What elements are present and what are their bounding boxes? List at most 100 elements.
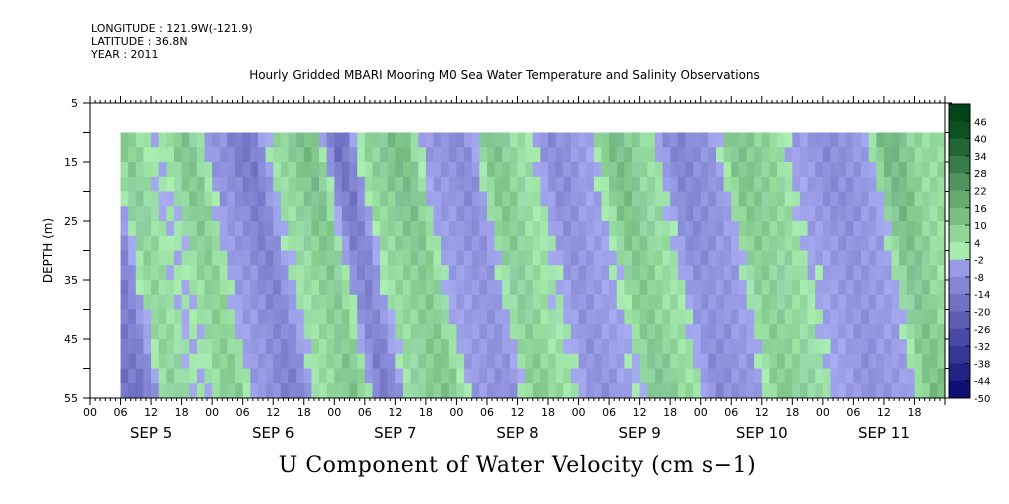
heatmap-cell bbox=[120, 368, 129, 384]
colorbar-label: -26 bbox=[974, 325, 990, 336]
heatmap-cell bbox=[120, 250, 129, 266]
heatmap-cell bbox=[929, 191, 938, 207]
y-tick-label: 25 bbox=[64, 215, 78, 228]
heatmap-cell bbox=[120, 265, 129, 281]
colorbar-band bbox=[949, 380, 970, 399]
colorbar-band bbox=[949, 276, 970, 295]
heatmap-cell bbox=[120, 132, 129, 148]
heatmap-cell bbox=[929, 309, 938, 325]
x-tick-label: 00 bbox=[572, 406, 586, 419]
heatmap-cell bbox=[929, 235, 938, 251]
colorbar-label: -38 bbox=[974, 359, 990, 370]
heatmap-cell bbox=[929, 383, 938, 399]
heatmap-cell bbox=[929, 206, 938, 222]
heatmap-cell bbox=[929, 294, 938, 310]
heatmap-cell bbox=[937, 176, 946, 192]
x-axis-label: U Component of Water Velocity (cm s−1) bbox=[278, 453, 757, 478]
colorbar-label: 4 bbox=[974, 238, 980, 249]
x-tick-label: 00 bbox=[83, 406, 97, 419]
colorbar-band bbox=[949, 104, 970, 122]
heatmap-cell bbox=[929, 221, 938, 237]
colorbar-label: -2 bbox=[974, 256, 984, 267]
heatmap-cell bbox=[120, 309, 129, 325]
heatmap-cell bbox=[120, 221, 129, 237]
heatmap-cell bbox=[120, 235, 129, 251]
heatmap-cell bbox=[120, 383, 129, 399]
heatmap-cell bbox=[937, 235, 946, 251]
heatmap-cell bbox=[937, 147, 946, 163]
x-tick-label: 06 bbox=[236, 406, 250, 419]
x-date-label: SEP 8 bbox=[496, 424, 538, 442]
colorbar-label: 40 bbox=[974, 135, 987, 146]
colorbar-band bbox=[949, 242, 970, 260]
heatmap-cell bbox=[937, 368, 946, 384]
heatmap-cell bbox=[120, 339, 129, 355]
x-tick-label: 06 bbox=[358, 406, 372, 419]
x-date-label: SEP 6 bbox=[252, 424, 294, 442]
heatmap-cell bbox=[120, 324, 129, 340]
y-axis-label: DEPTH (m) bbox=[41, 218, 55, 283]
x-tick-label: 12 bbox=[877, 406, 891, 419]
colorbar-band bbox=[949, 225, 970, 243]
x-tick-label: 00 bbox=[205, 406, 219, 419]
heatmap-cell bbox=[120, 206, 129, 222]
year-label: YEAR : 2011 bbox=[91, 48, 159, 61]
heatmap-cell bbox=[937, 162, 946, 178]
heatmap-cell bbox=[929, 353, 938, 369]
chart-title: Hourly Gridded MBARI Mooring M0 Sea Wate… bbox=[249, 68, 760, 82]
colorbar-label: -44 bbox=[974, 377, 990, 388]
heatmap-cell bbox=[929, 339, 938, 355]
x-tick-label: 18 bbox=[419, 406, 433, 419]
heatmap-cell bbox=[929, 324, 938, 340]
y-tick-label: 45 bbox=[64, 333, 78, 346]
colorbar-label: -14 bbox=[974, 290, 990, 301]
heatmap-cell bbox=[937, 383, 946, 399]
colorbar-band bbox=[949, 155, 970, 174]
x-tick-label: 00 bbox=[449, 406, 463, 419]
heatmap-cell bbox=[120, 280, 129, 296]
x-tick-label: 12 bbox=[511, 406, 525, 419]
heatmap-texture bbox=[128, 133, 932, 398]
heatmap-cell bbox=[929, 368, 938, 384]
colorbar-band bbox=[949, 259, 970, 278]
x-tick-label: 18 bbox=[785, 406, 799, 419]
x-date-label: SEP 9 bbox=[618, 424, 660, 442]
heatmap-cell bbox=[929, 280, 938, 296]
x-date-label: SEP 7 bbox=[374, 424, 416, 442]
heatmap-cell bbox=[937, 206, 946, 222]
heatmap-cell bbox=[929, 250, 938, 266]
heatmap-cell bbox=[937, 353, 946, 369]
colorbar-label: 46 bbox=[974, 117, 987, 128]
heatmap-cell bbox=[937, 132, 946, 148]
colorbar-band bbox=[949, 173, 970, 191]
heatmap-cell bbox=[120, 162, 129, 178]
colorbar-label: 22 bbox=[974, 186, 987, 197]
heatmap-cell bbox=[929, 132, 938, 148]
colorbar-band bbox=[949, 121, 970, 139]
heatmap-cell bbox=[120, 191, 129, 207]
heatmap-cell bbox=[929, 176, 938, 192]
heatmap-cell bbox=[929, 162, 938, 178]
longitude-label: LONGITUDE : 121.9W(-121.9) bbox=[91, 22, 253, 35]
heatmap-cell bbox=[120, 353, 129, 369]
heatmap-cell bbox=[937, 221, 946, 237]
colorbar-band bbox=[949, 190, 970, 209]
heatmap-cell bbox=[929, 265, 938, 281]
heatmap-cell bbox=[929, 147, 938, 163]
x-tick-label: 12 bbox=[633, 406, 647, 419]
x-tick-label: 06 bbox=[846, 406, 860, 419]
x-tick-label: 18 bbox=[907, 406, 921, 419]
x-tick-label: 00 bbox=[327, 406, 341, 419]
heatmap-cell bbox=[937, 309, 946, 325]
colorbar-band bbox=[949, 346, 970, 364]
colorbar-label: -32 bbox=[974, 342, 990, 353]
y-tick-label: 15 bbox=[64, 156, 78, 169]
colorbar-label: 10 bbox=[974, 221, 987, 232]
latitude-label: LATITUDE : 36.8N bbox=[91, 35, 188, 48]
heatmap-cell bbox=[937, 265, 946, 281]
x-tick-label: 12 bbox=[388, 406, 402, 419]
colorbar-band bbox=[949, 311, 970, 330]
heatmap-cell bbox=[937, 280, 946, 296]
colorbar-label: 28 bbox=[974, 169, 987, 180]
